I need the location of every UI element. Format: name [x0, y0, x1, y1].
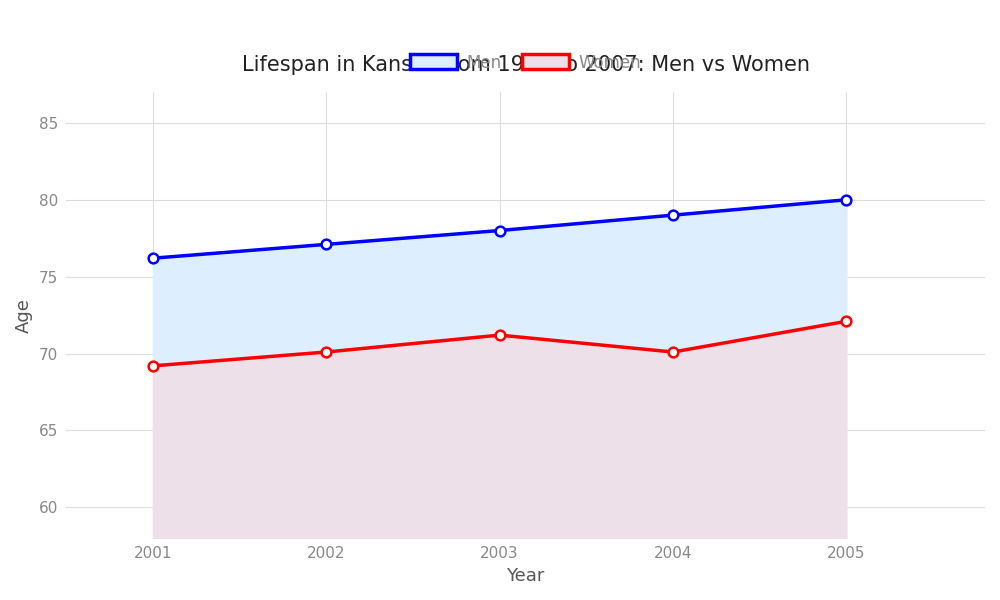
- Legend: Men, Women: Men, Women: [403, 47, 648, 78]
- Title: Lifespan in Kansas from 1974 to 2007: Men vs Women: Lifespan in Kansas from 1974 to 2007: Me…: [242, 55, 810, 75]
- X-axis label: Year: Year: [506, 567, 545, 585]
- Y-axis label: Age: Age: [15, 298, 33, 332]
